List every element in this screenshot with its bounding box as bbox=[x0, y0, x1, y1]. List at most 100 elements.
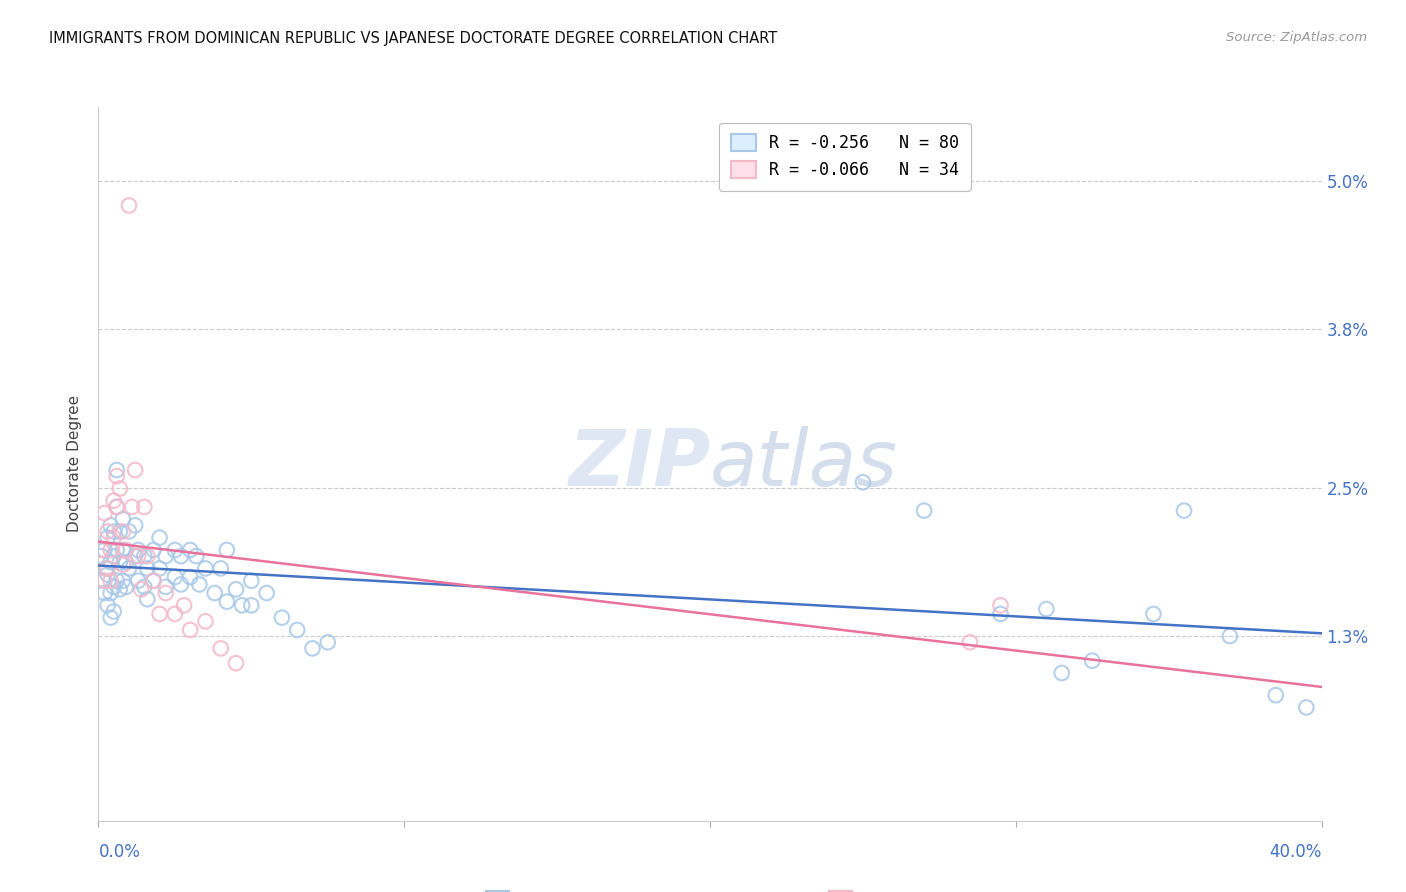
Point bbox=[215, 543, 238, 558]
Point bbox=[173, 599, 195, 613]
Point bbox=[163, 607, 186, 621]
Point bbox=[97, 599, 120, 613]
Point bbox=[111, 558, 134, 572]
Point bbox=[103, 531, 125, 545]
Point bbox=[115, 543, 138, 558]
Point bbox=[100, 543, 122, 558]
Point bbox=[103, 524, 125, 539]
Point bbox=[136, 592, 159, 607]
Legend: Immigrants from Dominican Republic, Japanese: Immigrants from Dominican Republic, Japa… bbox=[479, 885, 941, 892]
Point bbox=[103, 549, 125, 563]
Point bbox=[134, 580, 156, 594]
Point bbox=[1081, 654, 1104, 668]
Point bbox=[105, 543, 128, 558]
Point bbox=[111, 512, 134, 526]
Point bbox=[97, 561, 120, 575]
Point bbox=[136, 561, 159, 575]
Point bbox=[1050, 665, 1073, 680]
Point bbox=[100, 555, 122, 569]
Point bbox=[163, 570, 186, 584]
Point bbox=[108, 555, 131, 569]
Point bbox=[852, 475, 875, 490]
Point bbox=[115, 580, 138, 594]
Point bbox=[100, 574, 122, 588]
Point bbox=[105, 469, 128, 483]
Point bbox=[256, 586, 278, 600]
Point bbox=[912, 503, 935, 517]
Point bbox=[97, 567, 120, 582]
Text: ZIP: ZIP bbox=[568, 425, 710, 502]
Point bbox=[93, 506, 115, 520]
Point bbox=[194, 561, 217, 575]
Point bbox=[209, 641, 232, 656]
Point bbox=[270, 610, 292, 624]
Point bbox=[100, 518, 122, 533]
Point bbox=[124, 463, 146, 477]
Point bbox=[194, 615, 217, 629]
Point bbox=[118, 198, 141, 212]
Point bbox=[105, 500, 128, 514]
Point bbox=[142, 543, 165, 558]
Point bbox=[149, 531, 172, 545]
Point bbox=[204, 586, 226, 600]
Point bbox=[1173, 503, 1195, 517]
Point bbox=[111, 524, 134, 539]
Point bbox=[240, 574, 263, 588]
Point bbox=[225, 582, 247, 597]
Point bbox=[90, 549, 112, 563]
Point bbox=[108, 482, 131, 496]
Point bbox=[142, 574, 165, 588]
Point bbox=[124, 518, 146, 533]
Point bbox=[93, 586, 115, 600]
Point bbox=[127, 543, 149, 558]
Point bbox=[225, 656, 247, 670]
Point bbox=[127, 574, 149, 588]
Point bbox=[100, 586, 122, 600]
Point bbox=[124, 549, 146, 563]
Point bbox=[134, 549, 156, 563]
Point bbox=[103, 493, 125, 508]
Point bbox=[103, 605, 125, 619]
Point bbox=[186, 549, 208, 563]
Point bbox=[179, 623, 201, 637]
Point bbox=[93, 574, 115, 588]
Point bbox=[108, 524, 131, 539]
Point bbox=[105, 463, 128, 477]
Y-axis label: Doctorate Degree: Doctorate Degree bbox=[67, 395, 83, 533]
Point bbox=[118, 561, 141, 575]
Point bbox=[155, 580, 177, 594]
Point bbox=[118, 524, 141, 539]
Point bbox=[111, 574, 134, 588]
Point bbox=[959, 635, 981, 649]
Point bbox=[108, 582, 131, 597]
Point bbox=[301, 641, 323, 656]
Point bbox=[179, 570, 201, 584]
Point bbox=[209, 561, 232, 575]
Point bbox=[285, 623, 308, 637]
Point bbox=[155, 586, 177, 600]
Point bbox=[316, 635, 339, 649]
Point bbox=[93, 543, 115, 558]
Point bbox=[105, 574, 128, 588]
Text: 0.0%: 0.0% bbox=[98, 843, 141, 861]
Point bbox=[990, 599, 1012, 613]
Point bbox=[136, 549, 159, 563]
Point bbox=[129, 582, 152, 597]
Point bbox=[179, 543, 201, 558]
Point bbox=[97, 524, 120, 539]
Point bbox=[121, 500, 143, 514]
Text: Source: ZipAtlas.com: Source: ZipAtlas.com bbox=[1226, 31, 1367, 45]
Point bbox=[142, 574, 165, 588]
Point bbox=[105, 500, 128, 514]
Text: 40.0%: 40.0% bbox=[1270, 843, 1322, 861]
Point bbox=[990, 607, 1012, 621]
Point bbox=[1264, 688, 1286, 702]
Point bbox=[163, 543, 186, 558]
Point bbox=[149, 607, 172, 621]
Point bbox=[127, 549, 149, 563]
Point bbox=[94, 561, 117, 575]
Point bbox=[1219, 629, 1241, 643]
Text: IMMIGRANTS FROM DOMINICAN REPUBLIC VS JAPANESE DOCTORATE DEGREE CORRELATION CHAR: IMMIGRANTS FROM DOMINICAN REPUBLIC VS JA… bbox=[49, 31, 778, 46]
Point bbox=[1295, 700, 1317, 714]
Point bbox=[115, 555, 138, 569]
